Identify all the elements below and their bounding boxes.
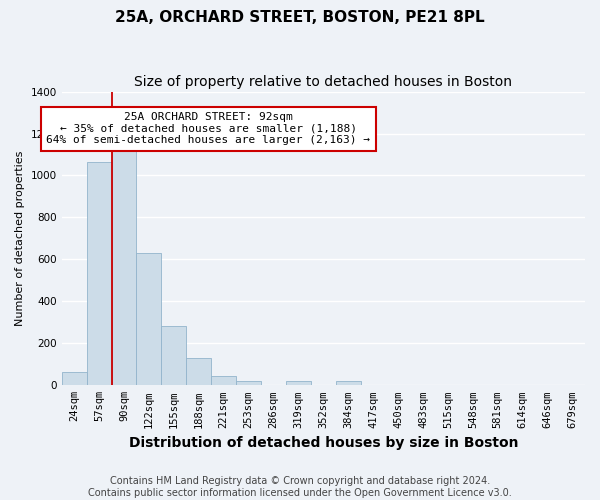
Bar — [136, 253, 161, 386]
Bar — [236, 381, 261, 386]
X-axis label: Distribution of detached houses by size in Boston: Distribution of detached houses by size … — [128, 436, 518, 450]
Bar — [112, 142, 136, 386]
Text: 25A, ORCHARD STREET, BOSTON, PE21 8PL: 25A, ORCHARD STREET, BOSTON, PE21 8PL — [115, 10, 485, 25]
Bar — [211, 376, 236, 386]
Bar — [286, 381, 311, 386]
Bar — [62, 372, 86, 386]
Bar — [86, 162, 112, 386]
Bar — [161, 326, 186, 386]
Bar — [336, 381, 361, 386]
Title: Size of property relative to detached houses in Boston: Size of property relative to detached ho… — [134, 75, 512, 89]
Text: Contains HM Land Registry data © Crown copyright and database right 2024.
Contai: Contains HM Land Registry data © Crown c… — [88, 476, 512, 498]
Y-axis label: Number of detached properties: Number of detached properties — [15, 150, 25, 326]
Bar — [186, 358, 211, 386]
Text: 25A ORCHARD STREET: 92sqm
← 35% of detached houses are smaller (1,188)
64% of se: 25A ORCHARD STREET: 92sqm ← 35% of detac… — [46, 112, 370, 146]
